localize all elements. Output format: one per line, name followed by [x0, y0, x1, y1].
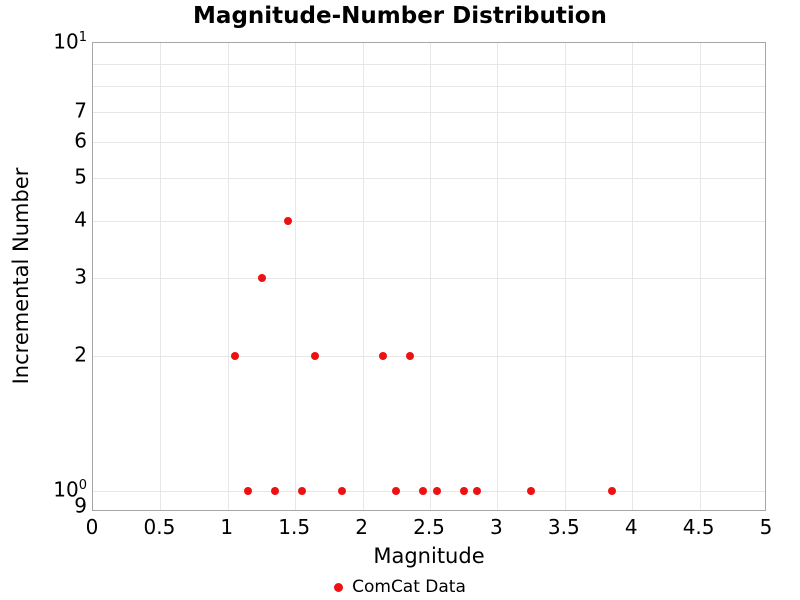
x-tick-label: 0.5 [143, 515, 176, 539]
horizontal-gridline [93, 221, 765, 223]
x-tick-label: 4.5 [682, 515, 715, 539]
data-point [392, 487, 401, 496]
data-point [432, 487, 441, 496]
vertical-gridline [699, 43, 701, 510]
vertical-gridline [564, 43, 566, 510]
x-tick-label: 3.5 [547, 515, 580, 539]
data-point [473, 487, 482, 496]
y-tick-label: 7 [74, 98, 87, 123]
y-axis-title: Incremental Number [9, 167, 33, 385]
y-tick-label: 5 [74, 164, 87, 189]
legend: ComCat Data [0, 577, 800, 597]
chart-title: Magnitude-Number Distribution [193, 3, 607, 29]
y-tick-exponent: 0 [78, 478, 87, 494]
y-tick-exponent: 1 [78, 29, 87, 45]
data-point [230, 352, 239, 361]
data-point [607, 487, 616, 496]
vertical-gridline [497, 43, 499, 510]
horizontal-gridline [93, 142, 765, 144]
y-tick-label: 6 [74, 128, 87, 153]
vertical-gridline [430, 43, 431, 510]
y-tick-label: 100 [53, 477, 87, 502]
x-tick-label: 2.5 [413, 515, 445, 539]
vertical-gridline [295, 43, 297, 510]
y-tick-label: 2 [74, 342, 87, 367]
data-point [378, 352, 387, 361]
y-tick-label: 9 [74, 493, 87, 518]
y-tick-label: 4 [74, 207, 87, 232]
data-point [257, 273, 266, 282]
vertical-gridline [362, 43, 364, 510]
data-point [527, 487, 536, 496]
horizontal-gridline [93, 356, 765, 358]
horizontal-gridline [93, 112, 765, 114]
data-point [419, 487, 428, 496]
x-tick-label: 5 [759, 515, 773, 539]
vertical-gridline [160, 43, 162, 510]
plot-area [92, 42, 766, 511]
data-point [405, 352, 414, 361]
x-tick-label: 3 [490, 515, 503, 539]
y-tick-label: 3 [74, 264, 87, 288]
data-point [284, 217, 293, 226]
legend-marker-dot-icon [334, 582, 344, 592]
data-point [338, 487, 347, 496]
horizontal-gridline [93, 178, 765, 179]
x-tick-label: 1.5 [278, 515, 311, 539]
x-axis-title: Magnitude [373, 544, 485, 568]
x-tick-label: 1 [220, 515, 234, 539]
y-tick-label: 101 [53, 29, 87, 54]
data-point [459, 487, 468, 496]
x-tick-label: 4 [624, 515, 638, 539]
vertical-gridline [632, 43, 634, 510]
data-point [244, 487, 253, 496]
horizontal-gridline [93, 86, 765, 88]
horizontal-gridline [93, 491, 765, 493]
data-point [270, 487, 279, 496]
legend-item-label: ComCat Data [352, 577, 466, 597]
horizontal-gridline [93, 277, 765, 279]
vertical-gridline [227, 43, 229, 510]
data-point [311, 352, 320, 361]
horizontal-gridline [93, 63, 765, 65]
x-tick-label: 2 [355, 515, 368, 539]
data-point [297, 487, 306, 496]
x-tick-label: 0 [85, 515, 99, 539]
